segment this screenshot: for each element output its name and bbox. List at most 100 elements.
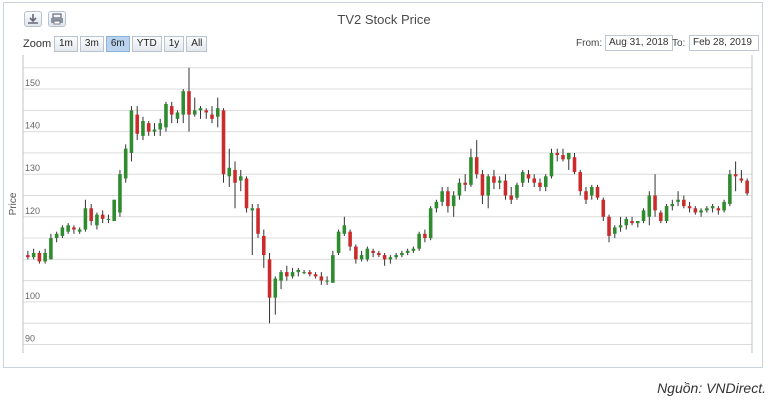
candle-body-down bbox=[308, 272, 312, 275]
candle-body-down bbox=[285, 272, 289, 277]
candle bbox=[739, 169, 744, 183]
candle bbox=[578, 169, 583, 196]
candle bbox=[89, 204, 93, 226]
candle-body-up bbox=[77, 229, 82, 232]
candle-body-down bbox=[733, 174, 738, 177]
candle-body-down bbox=[739, 178, 744, 181]
candle-body-up bbox=[175, 112, 180, 119]
candle bbox=[520, 169, 525, 187]
candle-body-down bbox=[474, 157, 479, 175]
candle-body-up bbox=[400, 252, 404, 256]
candle-body-down bbox=[509, 195, 513, 200]
zoom-3m-button[interactable]: 3m bbox=[79, 36, 104, 52]
candle-body-down bbox=[377, 252, 381, 256]
candle bbox=[653, 174, 657, 217]
candle bbox=[100, 210, 105, 224]
candle bbox=[659, 210, 663, 224]
candle-body-down bbox=[607, 216, 611, 236]
candle bbox=[492, 169, 496, 190]
candle bbox=[348, 229, 352, 251]
candle bbox=[37, 250, 42, 264]
candle-body-up bbox=[273, 278, 278, 298]
range-from-input[interactable]: Aug 31, 2018 bbox=[605, 35, 673, 51]
candle-body-up bbox=[141, 120, 145, 136]
candle bbox=[451, 191, 456, 217]
candle-body-down bbox=[526, 174, 531, 179]
candle-body-up bbox=[158, 123, 163, 130]
candle-body-down bbox=[584, 191, 588, 200]
candle-body-down bbox=[256, 208, 260, 234]
candle bbox=[561, 148, 565, 162]
candle bbox=[43, 248, 47, 264]
candle-body-up bbox=[365, 248, 370, 260]
candle-body-down bbox=[72, 227, 76, 230]
candle-body-down bbox=[221, 110, 226, 175]
candle-body-up bbox=[647, 195, 652, 217]
candle-body-up bbox=[520, 172, 525, 183]
candle-body-up bbox=[95, 214, 99, 226]
candle-body-down bbox=[555, 152, 560, 156]
zoom-1y-button[interactable]: 1y bbox=[163, 36, 185, 52]
candle bbox=[377, 250, 381, 258]
candle bbox=[342, 216, 347, 236]
candle bbox=[589, 184, 594, 200]
download-icon[interactable] bbox=[24, 11, 42, 27]
candle bbox=[129, 106, 134, 162]
candle bbox=[285, 265, 289, 281]
candle-body-up bbox=[296, 269, 301, 273]
candle-body-up bbox=[152, 129, 157, 132]
candle bbox=[699, 208, 703, 217]
candle bbox=[382, 252, 387, 266]
zoom-6m-button[interactable]: 6m bbox=[105, 36, 130, 52]
candle-body-down bbox=[601, 199, 606, 217]
candle-body-up bbox=[664, 206, 669, 222]
candle bbox=[359, 250, 364, 262]
candle bbox=[72, 225, 76, 234]
candle-body-down bbox=[267, 259, 272, 298]
candle-body-down bbox=[135, 114, 139, 134]
candle bbox=[503, 174, 508, 200]
candle bbox=[325, 276, 329, 285]
candle bbox=[486, 174, 490, 209]
candle bbox=[331, 250, 335, 283]
candle bbox=[423, 229, 427, 243]
candles-layer bbox=[26, 67, 749, 324]
range-from-label: From: bbox=[576, 38, 603, 49]
candle-body-up bbox=[118, 174, 122, 213]
candle-body-up bbox=[618, 225, 623, 228]
candle-body-up bbox=[192, 110, 197, 115]
range-to-input[interactable]: Feb 28, 2019 bbox=[689, 35, 759, 51]
print-icon[interactable] bbox=[48, 11, 66, 27]
candle bbox=[118, 169, 122, 217]
chart-title: TV2 Stock Price bbox=[337, 12, 431, 27]
zoom-1m-button[interactable]: 1m bbox=[54, 36, 78, 52]
y-tick-label: 130 bbox=[25, 163, 40, 173]
y-axis: 90 100 120 130 140 150 bbox=[25, 78, 40, 343]
candle bbox=[181, 89, 186, 124]
y-tick-label: 90 bbox=[25, 333, 35, 343]
candle bbox=[141, 116, 145, 141]
candle bbox=[175, 110, 180, 124]
candle bbox=[123, 144, 128, 183]
candle bbox=[607, 214, 611, 243]
y-tick-label: 140 bbox=[25, 121, 40, 131]
y-axis-title: Price bbox=[8, 192, 19, 215]
candle-body-up bbox=[290, 272, 295, 277]
zoom-ytd-button[interactable]: YTD bbox=[131, 36, 162, 52]
candle bbox=[66, 223, 70, 234]
candle bbox=[572, 152, 577, 175]
candle-body-up bbox=[336, 231, 341, 253]
candle-body-down bbox=[313, 274, 318, 277]
candle-body-up bbox=[497, 180, 502, 183]
source-note: Nguồn: VNDirect. bbox=[657, 380, 766, 396]
candle bbox=[106, 214, 111, 224]
candle bbox=[112, 199, 116, 222]
candle bbox=[290, 267, 295, 279]
candle bbox=[233, 161, 237, 209]
candle bbox=[446, 186, 450, 213]
candle bbox=[745, 178, 749, 196]
candle-body-down bbox=[146, 123, 151, 132]
candle bbox=[400, 250, 404, 258]
candle-body-up bbox=[566, 152, 571, 160]
zoom-all-button[interactable]: All bbox=[186, 36, 208, 52]
